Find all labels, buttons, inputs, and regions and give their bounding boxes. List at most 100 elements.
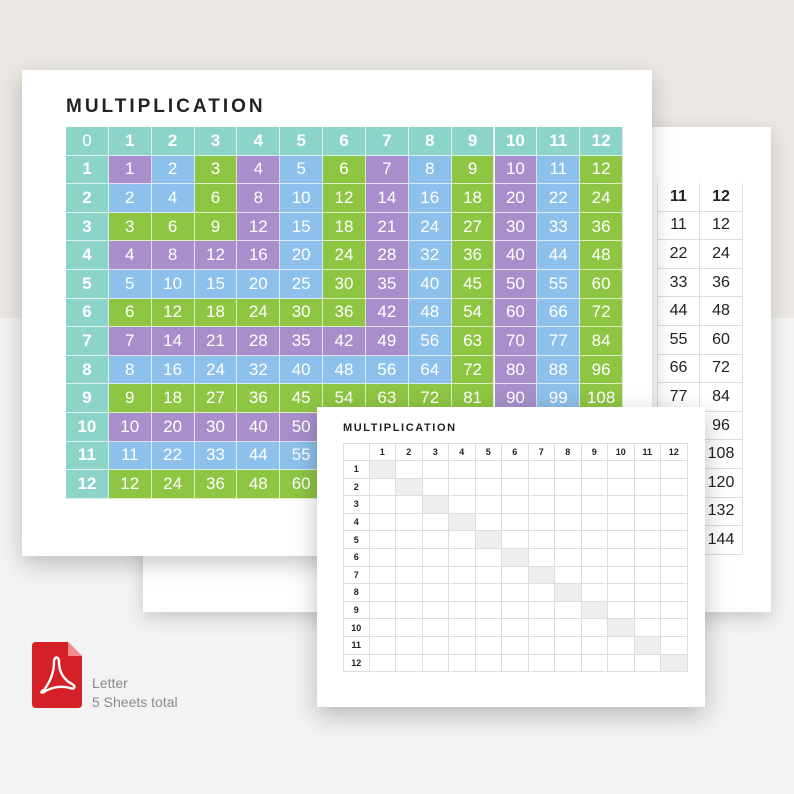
blank-cell <box>581 584 608 602</box>
blank-cell <box>422 637 449 655</box>
row-header: 2 <box>343 478 370 497</box>
blank-cell <box>449 566 476 585</box>
blank-cell <box>528 549 555 567</box>
blank-cell <box>449 584 476 602</box>
product-cell: 14 <box>151 327 195 356</box>
blank-cell <box>528 584 555 602</box>
product-cell: 11 <box>108 441 152 471</box>
product-cell: 30 <box>194 413 238 442</box>
blank-cell <box>661 601 688 620</box>
product-cell: 6 <box>323 155 366 185</box>
product-cell: 132 <box>700 497 743 527</box>
blank-cell <box>634 478 661 497</box>
product-cell: 40 <box>237 413 281 442</box>
product-cell: 40 <box>280 355 324 385</box>
front-sheet: MULTIPLICATION 1 2 3 4 5 6 7 8 9 10 11 12 1 2 3 4 5 6 7 8 9 1… <box>317 407 705 707</box>
blank-cell <box>502 637 529 655</box>
blank-cell <box>422 496 449 514</box>
blank-cell <box>502 461 529 479</box>
blank-cell <box>422 513 449 532</box>
row-header: 11 <box>343 637 370 655</box>
product-cell: 10 <box>280 184 324 213</box>
product-cell: 66 <box>537 298 581 328</box>
product-cell: 35 <box>365 270 409 299</box>
product-cell: 20 <box>237 270 281 299</box>
product-cell: 8 <box>108 355 152 385</box>
product-cell: 120 <box>700 469 743 498</box>
blank-cell <box>634 601 661 620</box>
blank-cell <box>528 531 555 549</box>
blank-cell <box>661 637 688 655</box>
blank-cell <box>502 478 529 497</box>
blank-cell <box>581 461 608 479</box>
product-cell: 28 <box>365 241 409 270</box>
blank-cell <box>449 531 476 549</box>
product-cell: 96 <box>700 411 743 441</box>
product-cell: 24 <box>580 184 624 213</box>
blank-cell <box>528 496 555 514</box>
blank-cell <box>475 654 502 673</box>
product-cell: 24 <box>408 212 452 242</box>
blank-cell <box>528 513 555 532</box>
blank-cell <box>581 513 608 532</box>
blank-cell <box>369 637 396 655</box>
product-cell: 18 <box>151 384 195 413</box>
product-cell: 144 <box>700 526 743 555</box>
row-header: 5 <box>343 531 370 549</box>
blank-cell <box>528 601 555 620</box>
column-header: 1 <box>108 127 152 156</box>
blank-cell <box>502 496 529 514</box>
product-cell: 10 <box>494 155 538 185</box>
column-header: 10 <box>608 443 635 461</box>
product-cell: 21 <box>365 212 409 242</box>
blank-cell <box>528 637 555 655</box>
product-cell: 16 <box>237 241 281 270</box>
blank-cell <box>634 619 661 637</box>
product-cell: 56 <box>408 327 452 356</box>
blank-cell <box>422 549 449 567</box>
column-header: 2 <box>151 127 195 156</box>
product-cell: 12 <box>700 211 743 241</box>
product-cell: 88 <box>537 355 581 385</box>
blank-cell <box>449 513 476 532</box>
product-cell: 8 <box>408 155 452 185</box>
column-header: 11 <box>537 127 581 156</box>
product-cell: 6 <box>151 212 195 242</box>
column-header: 3 <box>194 127 238 156</box>
product-cell: 35 <box>280 327 324 356</box>
blank-cell <box>396 601 423 620</box>
column-header: 1 <box>369 443 396 461</box>
blank-cell <box>449 619 476 637</box>
product-cell: 36 <box>323 298 366 328</box>
blank-cell <box>555 654 582 673</box>
column-header: 10 <box>494 127 538 156</box>
blank-cell <box>661 478 688 497</box>
blank-cell <box>502 619 529 637</box>
row-header: 12 <box>66 470 109 499</box>
product-cell: 36 <box>580 212 624 242</box>
row-header: 7 <box>66 327 109 356</box>
product-cell: 7 <box>365 155 409 185</box>
sheet-count: 5 Sheets total <box>92 694 178 710</box>
product-cell: 44 <box>237 441 281 471</box>
blank-cell <box>608 478 635 497</box>
product-cell: 15 <box>280 212 324 242</box>
product-cell: 11 <box>657 211 700 241</box>
blank-cell <box>502 549 529 567</box>
product-cell: 30 <box>323 270 366 299</box>
blank-cell <box>475 513 502 532</box>
blank-cell <box>608 601 635 620</box>
product-cell: 33 <box>194 441 238 471</box>
blank-cell <box>449 637 476 655</box>
blank-cell <box>369 461 396 479</box>
blank-cell <box>528 478 555 497</box>
product-cell: 32 <box>237 355 281 385</box>
product-cell: 2 <box>151 155 195 185</box>
product-cell: 2 <box>108 184 152 213</box>
product-cell: 24 <box>194 355 238 385</box>
blank-cell <box>422 654 449 673</box>
blank-cell <box>396 513 423 532</box>
blank-cell <box>555 461 582 479</box>
blank-cell <box>661 513 688 532</box>
blank-cell <box>634 584 661 602</box>
